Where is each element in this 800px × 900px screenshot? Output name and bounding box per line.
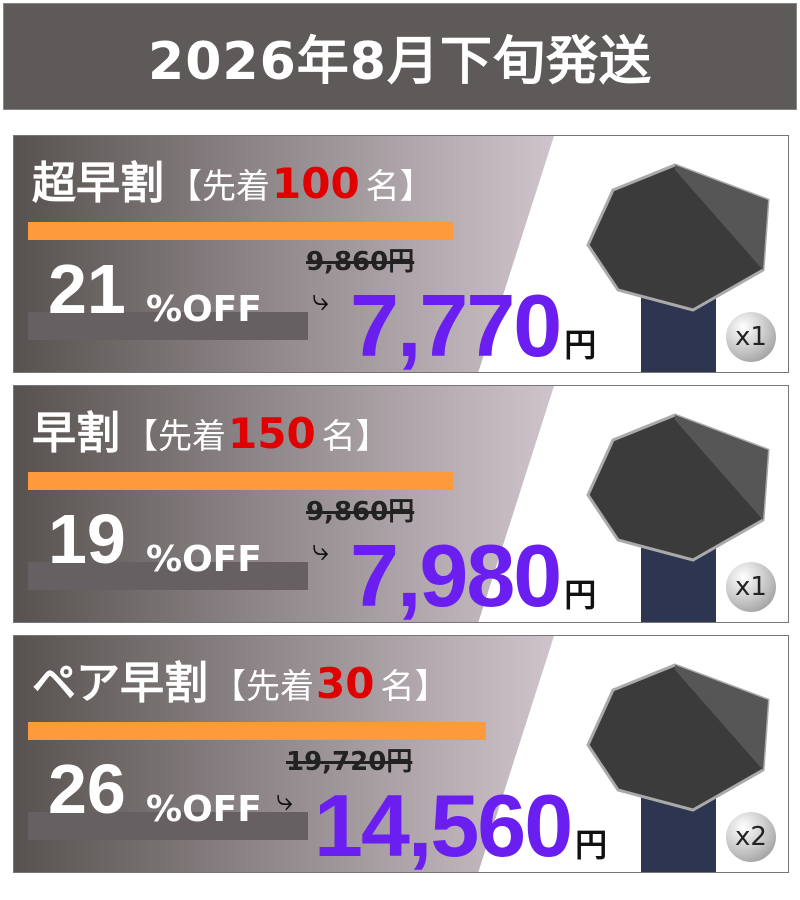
orange-bar [28, 722, 486, 740]
plan-name: ペア早割 [32, 658, 208, 709]
umbrella-photo [586, 663, 770, 872]
plan-name: 早割 [32, 408, 120, 459]
quantity-badge: x2 [726, 812, 776, 862]
sale-price-row: 14,560 円 [314, 776, 608, 873]
sale-price-row: 7,980 円 [350, 526, 597, 623]
umbrella-photo [586, 413, 770, 622]
sale-price: 14,560 [314, 776, 573, 873]
umbrella-photo [586, 163, 770, 372]
sale-price: 7,980 [350, 526, 562, 623]
plan-title: 早割 【先着 150 名】 [32, 408, 390, 459]
discount-percent: 21 [48, 250, 126, 328]
limit-prefix: 【先着 [168, 167, 270, 207]
original-price: 9,860円 [306, 497, 415, 527]
discount-off-label: %OFF [146, 539, 262, 580]
quantity-badge: x1 [726, 562, 776, 612]
original-price: 9,860円 [306, 247, 415, 277]
discount-off-label: %OFF [146, 289, 262, 330]
curved-arrow-icon: ⤷ [276, 783, 293, 818]
dark-bar [28, 812, 308, 840]
plan-name: 超早割 [32, 158, 164, 209]
orange-bar [28, 222, 453, 240]
limit-prefix: 【先着 [212, 667, 314, 707]
dark-bar [28, 562, 308, 590]
price-card: 超早割 【先着 100 名】 21 %OFF 9,860円 ⤷ 7,770 円 … [13, 135, 789, 373]
curved-arrow-icon: ⤷ [312, 533, 329, 568]
discount-off-label: %OFF [146, 789, 262, 830]
shipping-banner: 2026年8月下旬発送 [3, 3, 797, 110]
limit-count: 30 [316, 659, 375, 708]
limit-count: 150 [228, 409, 316, 458]
discount-percent: 19 [48, 500, 126, 578]
curved-arrow-icon: ⤷ [312, 283, 329, 318]
yen-unit: 円 [564, 576, 597, 614]
limit-prefix: 【先着 [124, 417, 226, 457]
price-card: 早割 【先着 150 名】 19 %OFF 9,860円 ⤷ 7,980 円 x… [13, 385, 789, 623]
yen-unit: 円 [575, 826, 608, 864]
plan-title: ペア早割 【先着 30 名】 [32, 658, 449, 709]
plan-title: 超早割 【先着 100 名】 [32, 158, 434, 209]
limit-suffix: 名】 [365, 167, 434, 207]
orange-bar [28, 472, 453, 490]
price-card: ペア早割 【先着 30 名】 26 %OFF 19,720円 ⤷ 14,560 … [13, 635, 789, 873]
sale-price-row: 7,770 円 [350, 276, 597, 373]
sale-price: 7,770 [350, 276, 562, 373]
limit-suffix: 名】 [380, 667, 449, 707]
yen-unit: 円 [564, 326, 597, 364]
quantity-badge: x1 [726, 312, 776, 362]
dark-bar [28, 312, 308, 340]
shipping-title: 2026年8月下旬発送 [148, 32, 652, 92]
original-price: 19,720円 [286, 747, 413, 777]
limit-suffix: 名】 [321, 417, 390, 457]
discount-percent: 26 [48, 750, 126, 828]
limit-count: 100 [272, 159, 360, 208]
